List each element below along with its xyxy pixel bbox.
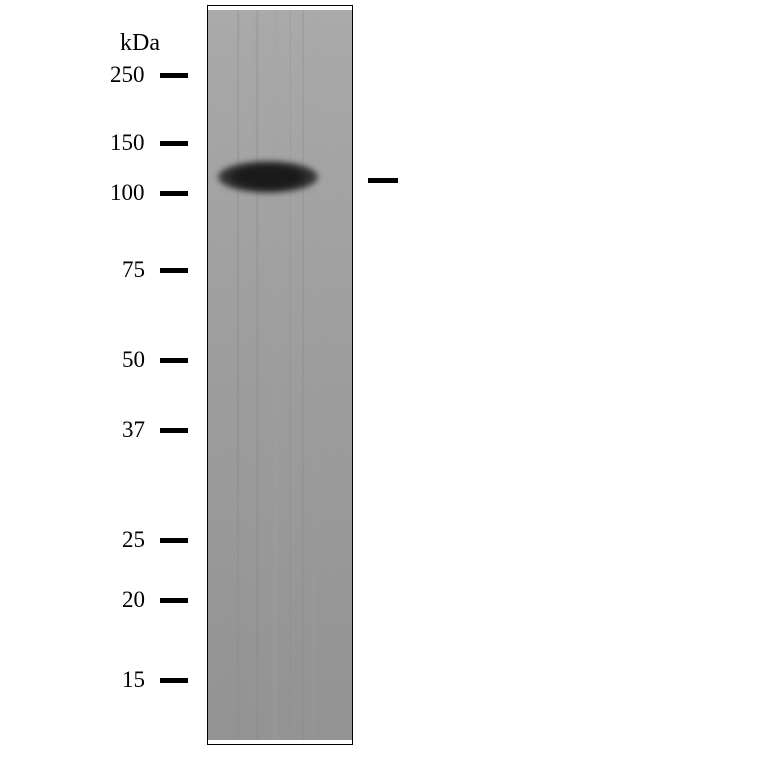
marker-label: 37 <box>122 417 145 443</box>
marker-tick <box>160 678 188 683</box>
marker-label: 150 <box>110 130 145 156</box>
protein-band <box>218 161 318 193</box>
marker-label: 100 <box>110 180 145 206</box>
marker-label: 20 <box>122 587 145 613</box>
marker-label: 250 <box>110 62 145 88</box>
marker-label: 25 <box>122 527 145 553</box>
blot-figure: kDa 250 150 100 75 50 37 25 20 15 <box>0 0 764 764</box>
blot-lane <box>207 5 353 745</box>
marker-tick <box>160 538 188 543</box>
marker-tick <box>160 73 188 78</box>
marker-tick <box>160 598 188 603</box>
marker-tick <box>160 268 188 273</box>
lane-background <box>208 6 352 744</box>
marker-tick <box>160 358 188 363</box>
marker-label: 15 <box>122 667 145 693</box>
band-indicator <box>368 178 398 183</box>
marker-label: 75 <box>122 257 145 283</box>
marker-tick <box>160 428 188 433</box>
marker-label: 50 <box>122 347 145 373</box>
kda-unit-label: kDa <box>120 30 160 57</box>
marker-tick <box>160 141 188 146</box>
marker-tick <box>160 191 188 196</box>
